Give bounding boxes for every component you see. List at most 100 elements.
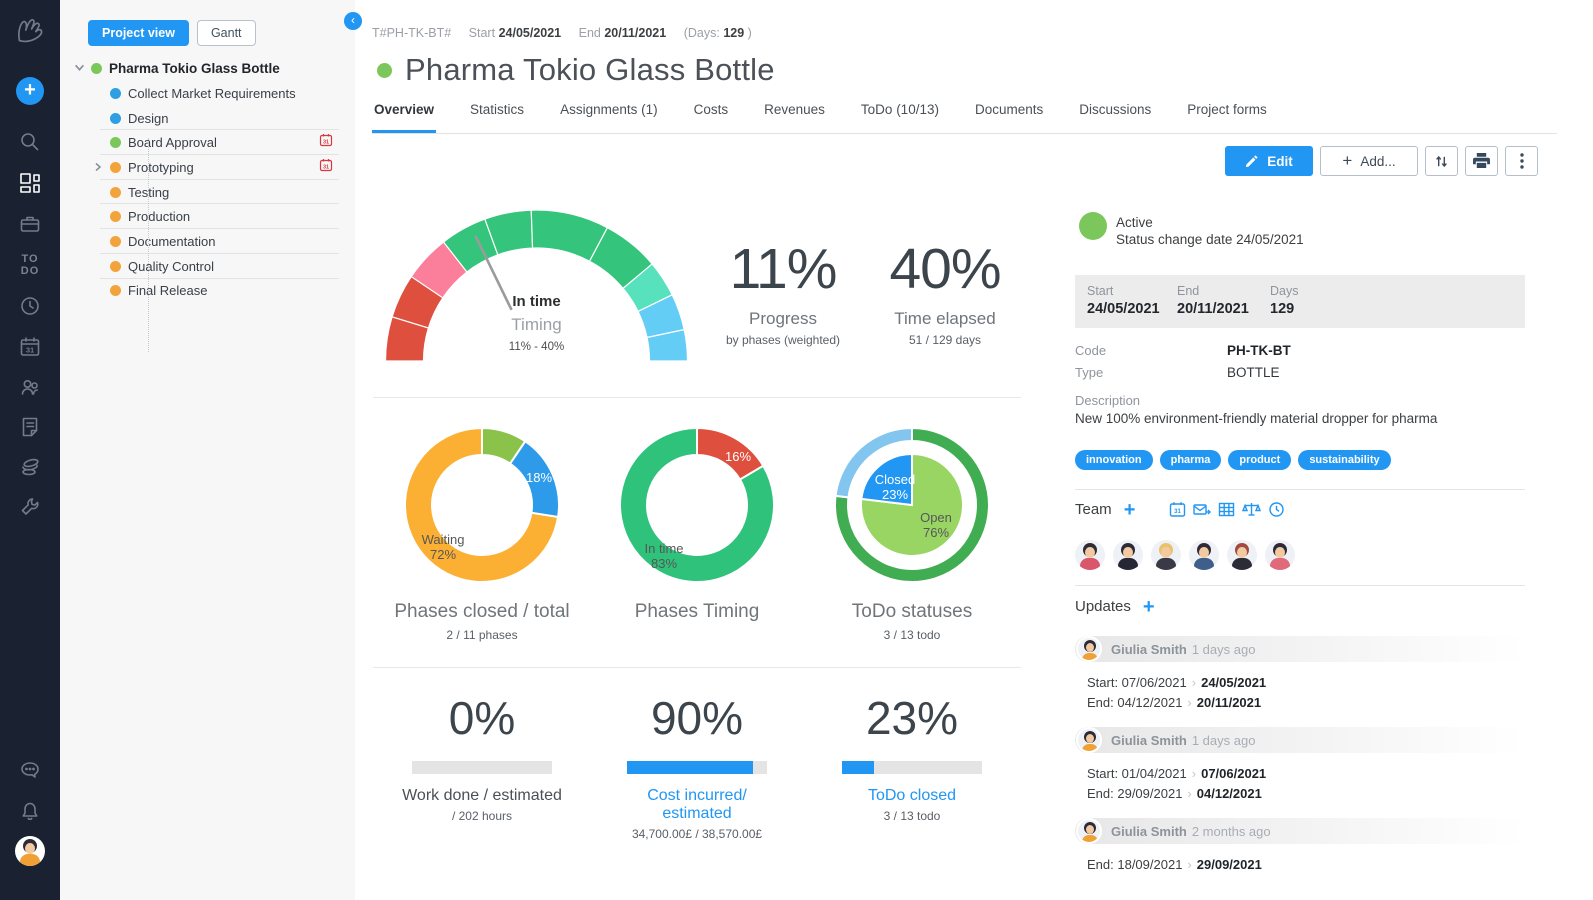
calendar-icon[interactable]: 31	[0, 333, 60, 361]
collapse-panel-button[interactable]: ‹	[344, 12, 362, 30]
status-dot	[110, 161, 121, 173]
project-view-button[interactable]: Project view	[88, 20, 189, 46]
bell-icon[interactable]	[0, 797, 60, 825]
table-icon[interactable]	[1218, 501, 1235, 518]
sort-button[interactable]	[1425, 146, 1458, 176]
add-button[interactable]: +	[0, 76, 60, 106]
tab-costs[interactable]: Costs	[693, 102, 729, 117]
tab-discussions[interactable]: Discussions	[1079, 102, 1152, 117]
wrench-icon[interactable]	[0, 493, 60, 521]
tab-revenues[interactable]: Revenues	[764, 102, 825, 117]
tag[interactable]: product	[1228, 450, 1292, 470]
coins-icon[interactable]	[0, 453, 60, 481]
progress-label: Progress	[748, 309, 818, 328]
time-elapsed-stat: 40% Time elapsed 51 / 129 days	[860, 240, 1030, 347]
tab-bar: Overview Statistics Assignments (1) Cost…	[372, 100, 1557, 134]
search-icon[interactable]	[0, 128, 60, 156]
divider	[373, 397, 1021, 398]
tree-item[interactable]: Production	[60, 204, 355, 229]
tree-item-label: Collect Market Requirements	[128, 85, 296, 101]
team-member-avatar[interactable]	[1265, 540, 1295, 570]
todo-text-1: TO	[21, 253, 39, 265]
tree-item[interactable]: Documentation	[60, 229, 355, 254]
document-icon[interactable]	[0, 413, 60, 441]
tab-documents[interactable]: Documents	[974, 102, 1044, 117]
tree-item-label: Production	[128, 209, 191, 225]
todo-closed-link[interactable]: ToDo closed	[867, 787, 957, 804]
cost-value: 90%	[650, 692, 744, 744]
team-member-avatar[interactable]	[1075, 540, 1105, 570]
tag[interactable]: innovation	[1075, 450, 1153, 470]
donut-svg	[834, 426, 990, 583]
todo-icon[interactable]: TO DO	[0, 252, 60, 278]
tree-root-item[interactable]: Pharma Tokio Glass Bottle	[60, 56, 355, 81]
chevron-down-icon[interactable]	[74, 61, 85, 76]
briefcase-icon[interactable]	[0, 210, 60, 238]
page-title: Pharma Tokio Glass Bottle	[405, 52, 775, 87]
tag-list: innovation pharma product sustainability	[1075, 450, 1391, 470]
team-member-avatar[interactable]	[1113, 540, 1143, 570]
add-team-member-button[interactable]: +	[1123, 498, 1136, 521]
clock-icon[interactable]	[0, 292, 60, 320]
add-update-button[interactable]: +	[1142, 595, 1155, 618]
tree-item[interactable]: Board Approval 31	[60, 130, 355, 155]
tab-assignments[interactable]: Assignments (1)	[560, 102, 658, 117]
tab-todo[interactable]: ToDo (10/13)	[860, 102, 939, 117]
app-logo-icon[interactable]	[0, 8, 60, 50]
project-status-dot	[377, 62, 392, 78]
status-dot	[110, 260, 121, 272]
add-label: Add...	[1360, 153, 1396, 169]
tree-item[interactable]: Quality Control	[60, 254, 355, 279]
avatar-body	[1118, 558, 1138, 570]
update-card: Giulia Smith 2 months ago End: 18/09/202…	[1075, 818, 1525, 874]
chevron-right-icon[interactable]	[93, 160, 103, 175]
avatar-face	[1086, 643, 1094, 652]
team-member-avatar[interactable]	[1151, 540, 1181, 570]
tab-project-forms[interactable]: Project forms	[1187, 102, 1267, 117]
more-options-button[interactable]	[1505, 146, 1538, 176]
author-avatar[interactable]	[1076, 727, 1102, 753]
update-time: 2 months ago	[1191, 823, 1271, 839]
tree-item[interactable]: Prototyping 31	[60, 155, 355, 180]
chevron-right-icon: ›	[1191, 675, 1197, 690]
progress-sub: by phases (weighted)	[725, 333, 841, 347]
team-tools: 31	[1169, 501, 1285, 518]
svg-text:31: 31	[323, 140, 329, 146]
avatar-body	[1082, 653, 1098, 660]
people-icon[interactable]	[0, 373, 60, 401]
progress-value: 11%	[729, 237, 838, 301]
donut-svg	[619, 426, 775, 583]
tab-statistics[interactable]: Statistics	[470, 102, 525, 117]
chat-icon[interactable]	[0, 756, 60, 784]
tree-item-label: Documentation	[128, 233, 216, 249]
chart-title: Phases closed / total	[394, 601, 570, 622]
tree-item-label: Final Release	[128, 283, 208, 299]
work-done-progress: 0% Work done / estimated / 202 hours	[402, 692, 562, 823]
gantt-button[interactable]: Gantt	[196, 20, 256, 46]
tree-item[interactable]: Final Release	[60, 279, 355, 304]
calendar-icon[interactable]: 31	[1169, 501, 1186, 518]
team-member-avatar[interactable]	[1189, 540, 1219, 570]
print-button[interactable]	[1465, 146, 1498, 176]
author-avatar[interactable]	[1076, 818, 1102, 844]
dashboard-icon[interactable]	[0, 169, 60, 197]
tag[interactable]: pharma	[1159, 450, 1222, 470]
edit-button[interactable]: Edit	[1225, 146, 1313, 176]
team-member-avatar[interactable]	[1227, 540, 1257, 570]
user-avatar[interactable]	[0, 836, 60, 866]
tab-overview[interactable]: Overview	[372, 100, 437, 133]
tag[interactable]: sustainability	[1298, 450, 1391, 470]
scales-icon[interactable]	[1242, 501, 1262, 518]
tree-item[interactable]: Testing	[60, 180, 355, 205]
cost-link[interactable]: Cost incurred/ estimated	[647, 787, 747, 822]
add-button[interactable]: + Add...	[1320, 146, 1418, 176]
clock-icon[interactable]	[1268, 501, 1285, 518]
avatar-face	[1086, 825, 1094, 834]
send-mail-icon[interactable]	[1193, 501, 1212, 518]
tree-item-label: Prototyping	[128, 159, 194, 175]
tree-item[interactable]: Design	[60, 106, 355, 131]
todo-statuses-donut-chart: Closed 23% Open 76%	[832, 425, 992, 585]
author-avatar[interactable]	[1076, 636, 1102, 662]
tree-item[interactable]: Collect Market Requirements	[60, 81, 355, 106]
update-change-row: End: 29/09/2021 › 04/12/2021	[1087, 785, 1262, 801]
